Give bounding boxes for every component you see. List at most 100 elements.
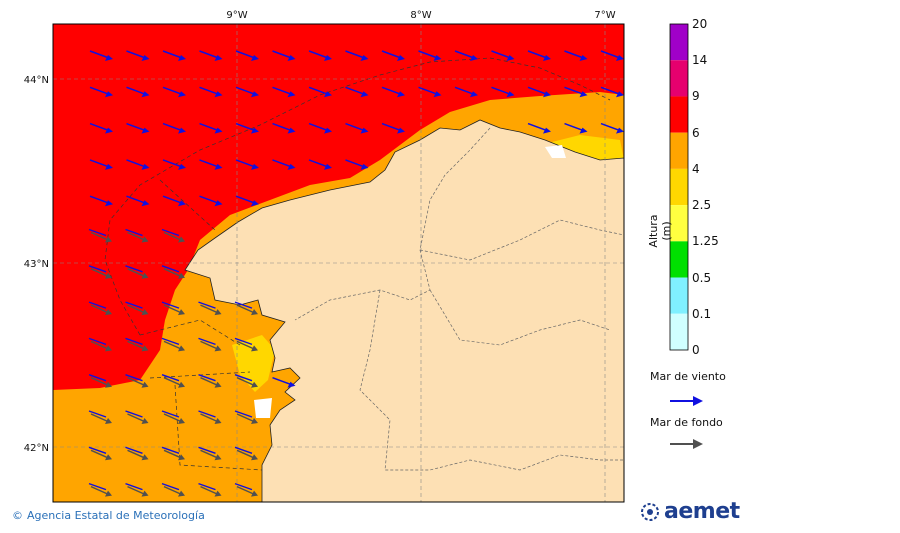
colorbar-level-label: 20 (692, 17, 708, 31)
wind-sea-arrow (235, 159, 259, 170)
colorbar-level-label: 2.5 (692, 198, 712, 213)
wind-sea-arrow (308, 50, 332, 61)
wind-sea-arrow (345, 50, 369, 61)
wind-sea-arrow (272, 86, 296, 98)
lon-tick-9w: 9°W (226, 10, 247, 21)
wind-sea-arrow (272, 376, 296, 388)
wind-sea-arrow (126, 50, 150, 61)
swell-arrow (198, 374, 222, 388)
swell-arrow (234, 410, 258, 424)
swell-arrow-icon (670, 439, 703, 449)
colorbar-segment (670, 132, 688, 169)
wind-sea-arrow (454, 86, 478, 98)
colorbar-segment (670, 205, 688, 242)
wind-sea-arrow (455, 523, 478, 533)
wind-sea-arrow (235, 50, 259, 61)
swell-arrow (88, 337, 112, 352)
wind-sea-arrow (491, 50, 515, 61)
swell-arrow (198, 410, 222, 424)
wind-sea-arrow (381, 122, 405, 134)
wind-sea-arrow (273, 523, 296, 533)
colorbar-title: Altura (m) (647, 214, 673, 248)
aemet-logo: aemet (640, 499, 740, 524)
white-patch-1 (545, 145, 566, 158)
swell-arrow (88, 301, 112, 316)
colorbar (669, 23, 689, 351)
wind-sea-arrow (600, 50, 624, 61)
swell-arrow (198, 482, 222, 497)
wind-sea-arrow (564, 122, 588, 134)
wind-sea-arrow (199, 159, 223, 170)
wind-sea-arrow (89, 195, 113, 207)
lat-tick-44n: 44°N (24, 75, 49, 86)
swell-arrow (161, 482, 185, 497)
lat-tick-42n: 42°N (24, 443, 49, 454)
swell-arrow (234, 482, 258, 497)
wind-sea-arrow (600, 86, 624, 98)
wind-sea-arrow-icon (670, 396, 703, 406)
colorbar-level-label: 0 (692, 343, 700, 357)
land-mass (184, 119, 624, 502)
lon-tick-8w: 8°W (410, 10, 431, 21)
swell-arrow (125, 228, 149, 243)
swell-arrow (125, 446, 149, 461)
colorbar-level-label: 0.1 (692, 306, 712, 321)
wind-sea-arrow (528, 523, 551, 533)
wind-sea-arrow (199, 195, 223, 207)
colorbar-segment (670, 96, 688, 133)
wind-sea-arrow (199, 86, 223, 98)
colorbar-level-label: 14 (692, 53, 708, 68)
lat-tick-43n: 43°N (24, 259, 49, 270)
swell-arrow (125, 482, 149, 497)
wind-sea-label: Mar de viento (650, 370, 726, 383)
swell-arrow (198, 301, 222, 316)
swell-arrow (234, 374, 258, 388)
swell-arrow (161, 265, 185, 279)
swell-arrow (234, 446, 258, 461)
wind-sea-arrow (454, 50, 478, 61)
colorbar-segment (670, 168, 688, 206)
wind-sea-arrow (381, 50, 405, 61)
wind-sea-arrow (527, 86, 551, 98)
wind-sea-arrow (89, 86, 113, 98)
swell-arrow (88, 265, 112, 279)
copyright-icon: © (12, 509, 23, 522)
wind-sea-arrow (419, 523, 442, 533)
wind-sea-arrow (199, 50, 223, 61)
colorbar-segment (670, 241, 688, 278)
swell-arrow (161, 410, 185, 424)
swell-arrow (198, 446, 222, 461)
wind-sea-arrow (345, 122, 369, 134)
swell-arrow (125, 374, 149, 388)
wind-sea-arrow (199, 122, 223, 134)
wind-sea-arrow (600, 122, 624, 134)
colorbar-segment (670, 277, 688, 314)
wind-sea-arrow (527, 122, 551, 134)
swell-arrow (161, 446, 185, 461)
swell-arrow (234, 301, 258, 316)
wind-sea-arrow (126, 122, 150, 134)
colorbar-level-label: 4 (692, 161, 700, 176)
wind-sea-arrow (564, 50, 588, 61)
wind-sea-arrow (235, 122, 259, 134)
graticule (53, 24, 624, 502)
wind-sea-arrow (235, 86, 259, 98)
wind-sea-arrow (89, 50, 113, 61)
credit-text: Agencia Estatal de Meteorología (27, 509, 205, 522)
lon-tick-7w: 7°W (594, 10, 615, 21)
colorbar-level-label: 0.5 (692, 270, 712, 285)
swell-arrow (125, 337, 149, 352)
wind-sea-arrow (272, 159, 296, 170)
wind-sea-arrow (162, 122, 186, 134)
wind-sea-arrow (162, 159, 186, 170)
maritime-zone-lines (104, 57, 611, 471)
wind-sea-arrow (564, 86, 588, 98)
swell-arrow (88, 482, 112, 497)
wind-sea-arrow (272, 122, 296, 134)
colorbar-level-label: 9 (692, 89, 700, 104)
swell-arrow (161, 374, 185, 388)
wind-sea-arrow (235, 195, 259, 207)
colorbar-level-label: 6 (692, 125, 700, 140)
wind-sea-arrow (162, 50, 186, 61)
